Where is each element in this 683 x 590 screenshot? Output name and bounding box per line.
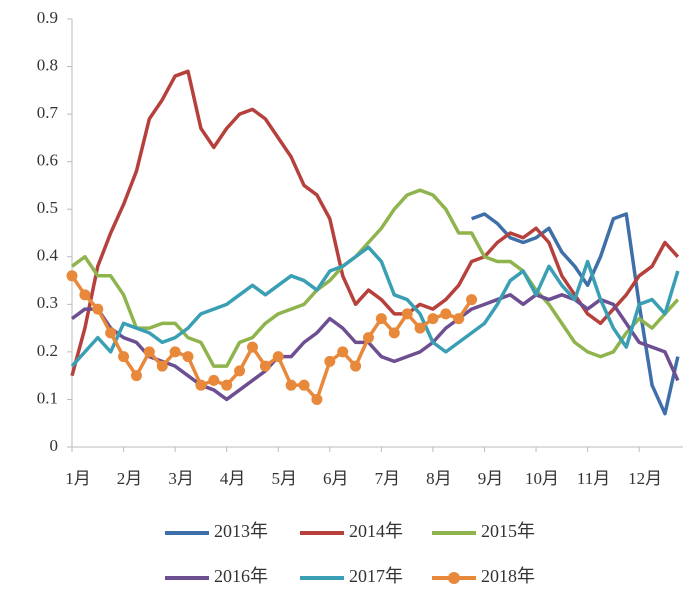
point [221, 379, 233, 391]
point [337, 346, 349, 358]
y-tick-label: 0.5 [37, 198, 58, 217]
point [350, 360, 362, 372]
x-tick-label: 9月 [478, 469, 504, 488]
point [362, 332, 374, 344]
point [375, 313, 387, 325]
y-tick-label: 0.4 [37, 246, 59, 265]
y-tick-label: 0.3 [37, 293, 58, 312]
y-tick-label: 0.8 [37, 55, 58, 74]
point [453, 313, 465, 325]
x-tick-label: 4月 [220, 469, 246, 488]
series-line [70, 293, 680, 402]
y-tick-label: 0.6 [37, 151, 58, 170]
y-tick-label: 0.7 [37, 103, 59, 122]
x-tick-label: 10月 [525, 469, 559, 488]
point [414, 322, 426, 334]
series-line [70, 188, 680, 368]
point [324, 355, 336, 367]
x-tick-label: 12月 [628, 469, 662, 488]
legend-label: 2014年 [349, 521, 403, 541]
point [234, 365, 246, 377]
legend-label: 2017年 [349, 566, 403, 586]
legend-label: 2015年 [481, 521, 535, 541]
y-tick-label: 0 [50, 436, 59, 455]
point [440, 308, 452, 320]
point [182, 351, 194, 363]
series-line [470, 212, 680, 416]
point [143, 346, 155, 358]
x-tick-label: 5月 [271, 469, 297, 488]
point [208, 374, 220, 386]
x-tick-label: 3月 [168, 469, 194, 488]
point [272, 351, 284, 363]
x-tick-label: 11月 [577, 469, 610, 488]
x-tick-label: 2月 [117, 469, 143, 488]
point [466, 294, 478, 306]
point [92, 303, 104, 315]
point [401, 308, 413, 320]
point [130, 370, 142, 382]
point [259, 360, 271, 372]
legend-marker [448, 572, 460, 584]
point [298, 379, 310, 391]
x-tick-label: 6月 [323, 469, 349, 488]
point [311, 393, 323, 405]
x-tick-label: 1月 [65, 469, 91, 488]
point [169, 346, 181, 358]
point [388, 327, 400, 339]
point [427, 313, 439, 325]
point [105, 327, 117, 339]
x-tick-label: 8月 [426, 469, 452, 488]
point [66, 270, 78, 282]
legend-label: 2018年 [481, 566, 535, 586]
y-tick-label: 0.2 [37, 341, 58, 360]
point [246, 341, 258, 353]
y-tick-label: 0.1 [37, 388, 58, 407]
point [195, 379, 207, 391]
legend-label: 2016年 [214, 566, 268, 586]
point [156, 360, 168, 372]
point [285, 379, 297, 391]
point [118, 351, 130, 363]
series-line [70, 245, 680, 368]
point [79, 289, 91, 301]
y-tick-label: 0.9 [37, 8, 58, 27]
x-tick-label: 7月 [375, 469, 401, 488]
legend-label: 2013年 [214, 521, 268, 541]
